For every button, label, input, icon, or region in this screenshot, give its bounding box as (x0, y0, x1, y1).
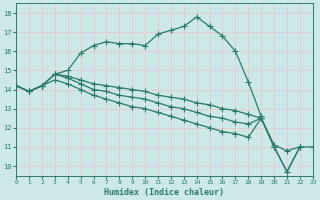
X-axis label: Humidex (Indice chaleur): Humidex (Indice chaleur) (104, 188, 224, 197)
